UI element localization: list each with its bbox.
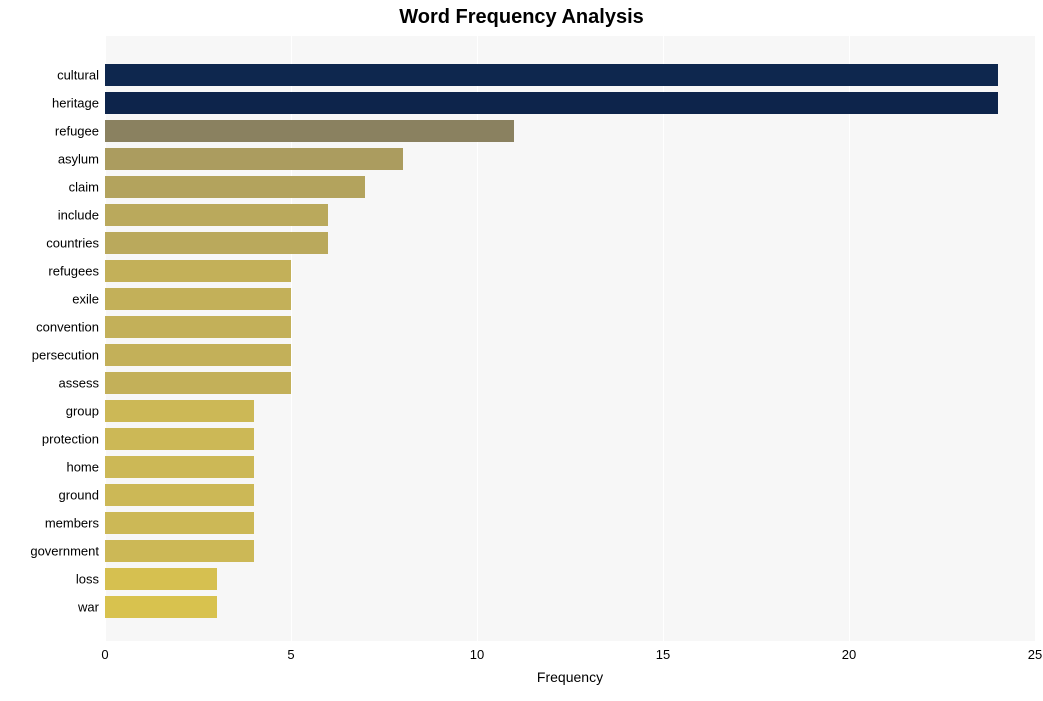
bar bbox=[105, 92, 998, 114]
bar bbox=[105, 344, 291, 366]
gridline bbox=[1035, 36, 1036, 641]
bar bbox=[105, 568, 217, 590]
bar bbox=[105, 288, 291, 310]
bar bbox=[105, 120, 514, 142]
x-tick-label: 15 bbox=[656, 647, 670, 662]
bar bbox=[105, 484, 254, 506]
y-tick-label: loss bbox=[76, 572, 99, 587]
y-tick-label: asylum bbox=[58, 152, 99, 167]
y-tick-label: refugee bbox=[55, 124, 99, 139]
bar bbox=[105, 232, 328, 254]
y-tick-label: assess bbox=[59, 376, 99, 391]
y-tick-label: group bbox=[66, 404, 99, 419]
y-tick-label: members bbox=[45, 516, 99, 531]
y-tick-label: ground bbox=[59, 488, 99, 503]
bar bbox=[105, 260, 291, 282]
bar bbox=[105, 64, 998, 86]
y-tick-label: home bbox=[66, 460, 99, 475]
x-tick-label: 20 bbox=[842, 647, 856, 662]
bar bbox=[105, 204, 328, 226]
y-tick-label: war bbox=[78, 600, 99, 615]
bar bbox=[105, 176, 365, 198]
gridline bbox=[849, 36, 850, 641]
bar bbox=[105, 316, 291, 338]
x-tick-label: 5 bbox=[287, 647, 294, 662]
y-tick-label: government bbox=[30, 544, 99, 559]
bar bbox=[105, 456, 254, 478]
x-tick-label: 25 bbox=[1028, 647, 1042, 662]
x-axis-label: Frequency bbox=[470, 669, 670, 685]
y-tick-label: persecution bbox=[32, 348, 99, 363]
y-tick-label: include bbox=[58, 208, 99, 223]
y-tick-label: claim bbox=[69, 180, 99, 195]
chart-title: Word Frequency Analysis bbox=[0, 6, 1043, 29]
bar bbox=[105, 400, 254, 422]
y-tick-label: refugees bbox=[48, 264, 99, 279]
bar bbox=[105, 540, 254, 562]
y-tick-label: cultural bbox=[57, 68, 99, 83]
y-tick-label: exile bbox=[72, 292, 99, 307]
y-tick-label: convention bbox=[36, 320, 99, 335]
y-tick-label: heritage bbox=[52, 96, 99, 111]
y-tick-label: protection bbox=[42, 432, 99, 447]
bar bbox=[105, 148, 403, 170]
x-tick-label: 0 bbox=[101, 647, 108, 662]
gridline bbox=[663, 36, 664, 641]
bar bbox=[105, 596, 217, 618]
bar bbox=[105, 372, 291, 394]
x-tick-label: 10 bbox=[470, 647, 484, 662]
bar bbox=[105, 512, 254, 534]
y-tick-label: countries bbox=[46, 236, 99, 251]
plot-area bbox=[105, 36, 1035, 641]
bar bbox=[105, 428, 254, 450]
word-frequency-chart: Word Frequency Analysis Frequency 0 5 10 15… bbox=[0, 0, 1043, 701]
